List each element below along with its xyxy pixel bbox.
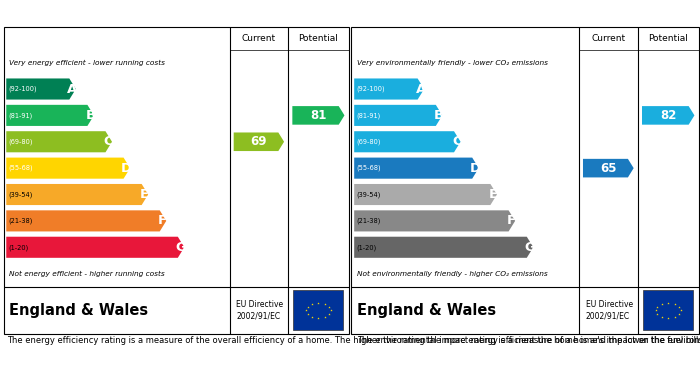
Text: (69-80): (69-80) (8, 138, 33, 145)
Text: (69-80): (69-80) (356, 138, 381, 145)
Text: (92-100): (92-100) (8, 86, 37, 92)
Text: D: D (121, 161, 132, 175)
Polygon shape (234, 133, 284, 151)
Text: (39-54): (39-54) (8, 191, 33, 198)
Text: G: G (175, 241, 186, 254)
Text: (55-68): (55-68) (356, 165, 382, 171)
Text: (21-38): (21-38) (8, 218, 33, 224)
Text: 65: 65 (600, 161, 617, 175)
Text: Not environmentally friendly - higher CO₂ emissions: Not environmentally friendly - higher CO… (356, 271, 547, 276)
Text: A: A (67, 83, 78, 95)
Text: E: E (140, 188, 149, 201)
Text: (55-68): (55-68) (8, 165, 34, 171)
Text: 69: 69 (251, 135, 267, 148)
Text: EU Directive
2002/91/EC: EU Directive 2002/91/EC (586, 300, 633, 321)
Text: E: E (489, 188, 498, 201)
Polygon shape (6, 79, 76, 100)
Polygon shape (354, 184, 497, 205)
Polygon shape (6, 158, 130, 179)
Text: F: F (507, 214, 516, 228)
Polygon shape (6, 105, 94, 126)
Text: (81-91): (81-91) (356, 112, 381, 118)
Text: Current: Current (592, 34, 625, 43)
Text: C: C (104, 135, 113, 148)
Polygon shape (6, 210, 166, 231)
Text: 81: 81 (310, 109, 327, 122)
Polygon shape (354, 105, 442, 126)
Text: Very environmentally friendly - lower CO₂ emissions: Very environmentally friendly - lower CO… (356, 60, 547, 66)
Polygon shape (293, 106, 344, 125)
Polygon shape (583, 159, 634, 178)
Text: Not energy efficient - higher running costs: Not energy efficient - higher running co… (8, 271, 164, 276)
Text: (21-38): (21-38) (356, 218, 381, 224)
Text: 82: 82 (660, 109, 676, 122)
Text: England & Wales: England & Wales (356, 303, 496, 318)
Text: Potential: Potential (648, 34, 688, 43)
Text: F: F (158, 214, 167, 228)
Polygon shape (6, 131, 112, 152)
Text: A: A (415, 83, 426, 95)
Text: D: D (470, 161, 481, 175)
Text: (81-91): (81-91) (8, 112, 33, 118)
Text: (1-20): (1-20) (8, 244, 29, 251)
Text: Very energy efficient - lower running costs: Very energy efficient - lower running co… (8, 60, 164, 66)
Text: England & Wales: England & Wales (8, 303, 148, 318)
Text: B: B (85, 109, 95, 122)
Text: (92-100): (92-100) (356, 86, 385, 92)
Text: The energy efficiency rating is a measure of the overall efficiency of a home. T: The energy efficiency rating is a measur… (7, 336, 700, 345)
Text: The environmental impact rating is a measure of a home's impact on the environme: The environmental impact rating is a mea… (357, 336, 700, 345)
Polygon shape (354, 210, 515, 231)
Polygon shape (6, 237, 184, 258)
Text: G: G (524, 241, 536, 254)
Text: (1-20): (1-20) (356, 244, 377, 251)
Polygon shape (354, 158, 479, 179)
Text: Environmental Impact (CO₂) Rating: Environmental Impact (CO₂) Rating (360, 8, 579, 18)
Text: Energy Efficiency Rating: Energy Efficiency Rating (12, 8, 165, 18)
Polygon shape (354, 237, 533, 258)
Polygon shape (354, 131, 461, 152)
Text: Potential: Potential (298, 34, 338, 43)
Text: C: C (452, 135, 462, 148)
Text: B: B (434, 109, 444, 122)
Text: Current: Current (241, 34, 276, 43)
Polygon shape (354, 79, 424, 100)
Polygon shape (6, 184, 148, 205)
Text: EU Directive
2002/91/EC: EU Directive 2002/91/EC (237, 300, 284, 321)
Text: (39-54): (39-54) (356, 191, 381, 198)
Bar (293, 291, 344, 330)
Polygon shape (642, 106, 694, 125)
Bar (643, 291, 694, 330)
